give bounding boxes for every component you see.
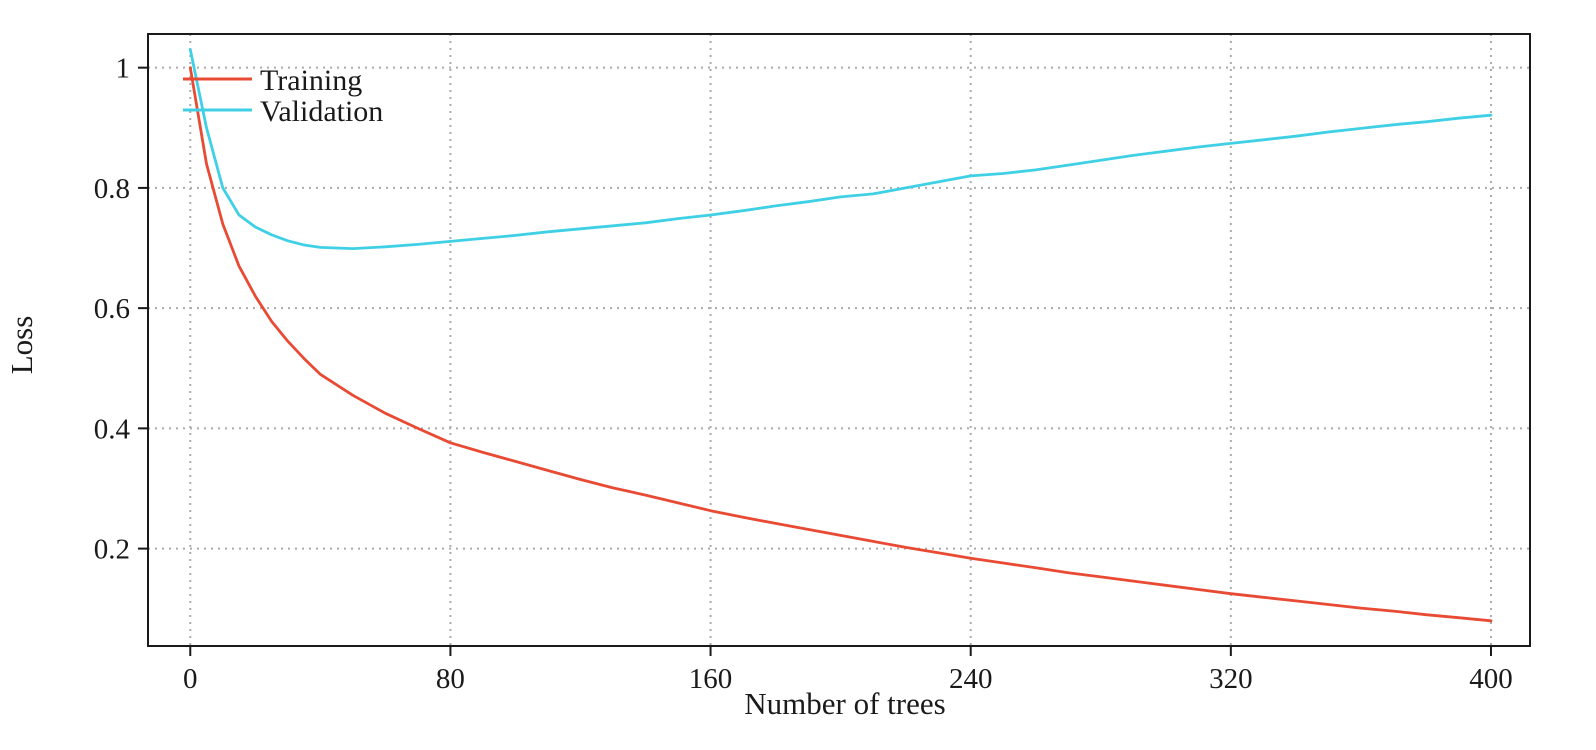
x-axis-label: Number of trees — [744, 686, 945, 721]
x-tick-label: 320 — [1209, 663, 1253, 695]
y-tick-label: 0.8 — [94, 173, 130, 205]
series-layer — [188, 48, 1493, 623]
legend: Training Validation — [183, 64, 383, 128]
training-loss-curve — [188, 66, 1493, 623]
plot-frame — [147, 33, 1531, 647]
training-legend-label: Training — [260, 64, 362, 97]
x-tick-label: 0 — [183, 663, 198, 695]
validation-loss-curve — [188, 48, 1493, 250]
y-tick-label: 0.6 — [94, 293, 130, 325]
validation-legend-label: Validation — [260, 95, 383, 128]
axis-frame-layer — [147, 33, 1531, 647]
y-axis-label: Loss — [4, 316, 39, 375]
x-tick-label: 400 — [1469, 663, 1513, 695]
y-tick-label: 0.4 — [94, 413, 131, 445]
x-tick-label: 160 — [689, 663, 733, 695]
tick-layer: 0 80 160 240 320 400 0.2 0.4 0.6 0.8 1 — [94, 53, 1513, 695]
y-tick-label: 1 — [116, 53, 131, 85]
y-tick-label: 0.2 — [94, 534, 130, 566]
x-tick-label: 80 — [436, 663, 465, 695]
x-tick-label: 240 — [949, 663, 993, 695]
